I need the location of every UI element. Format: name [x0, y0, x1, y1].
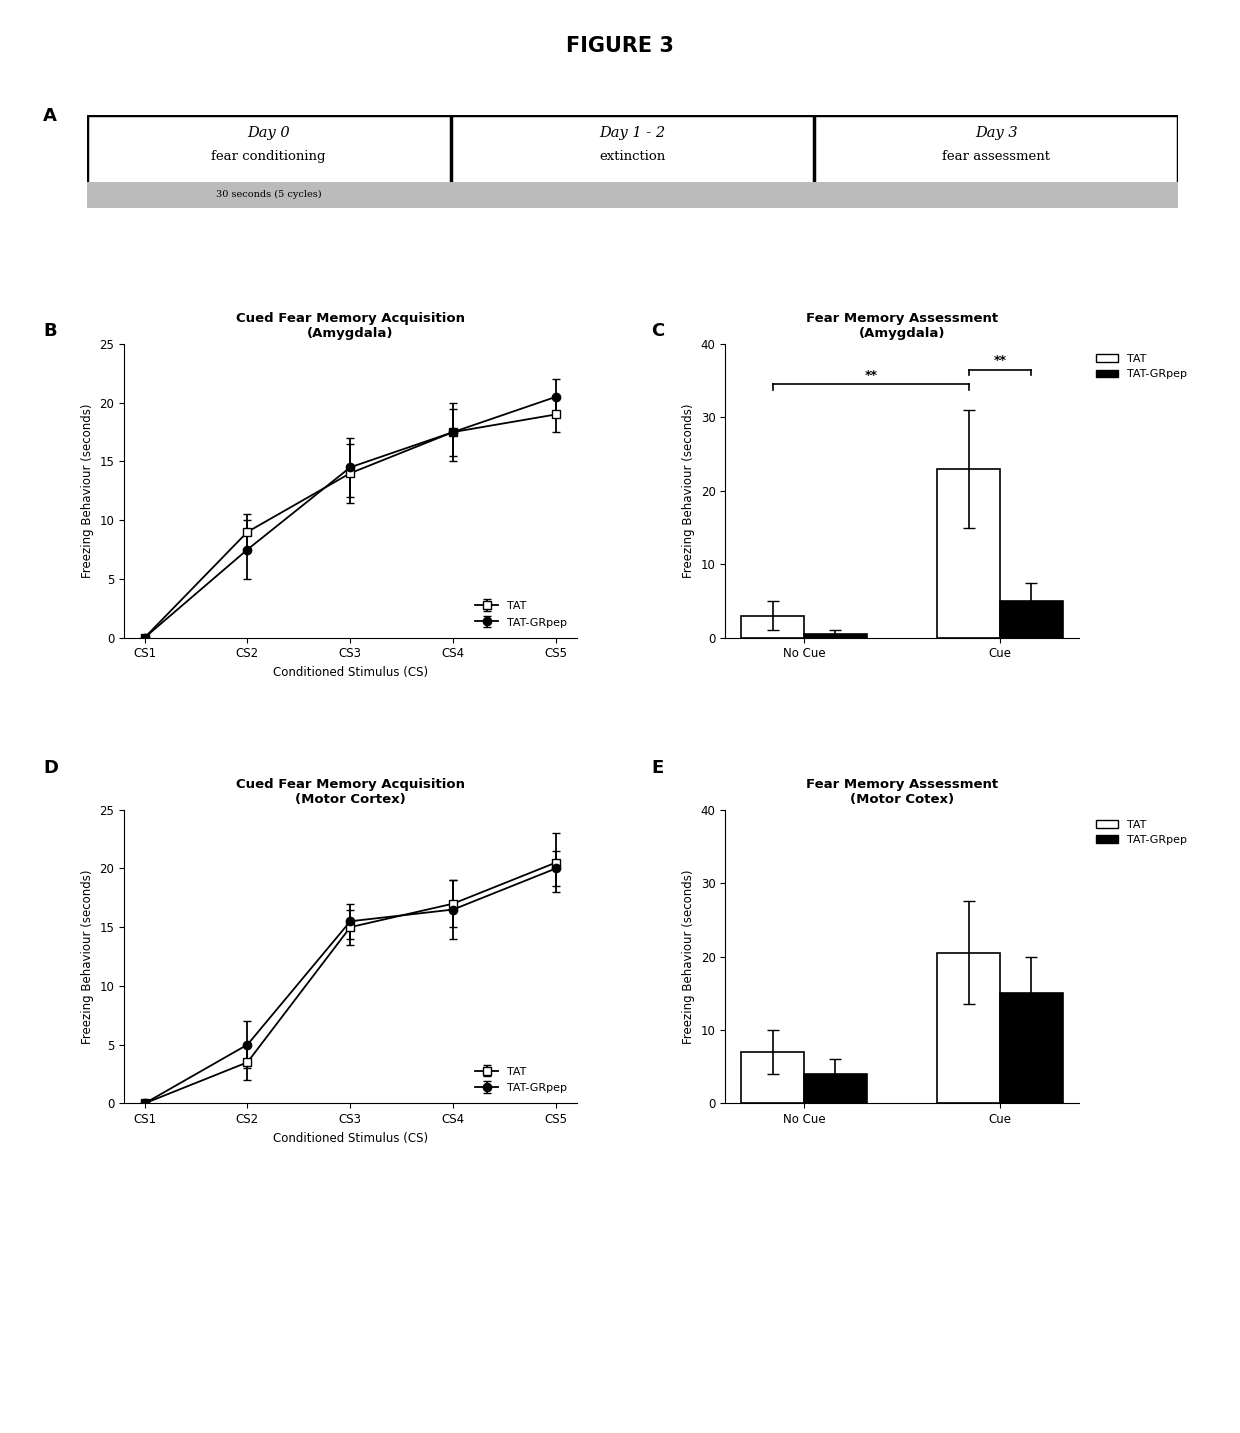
Title: Fear Memory Assessment
(Amygdala): Fear Memory Assessment (Amygdala) [806, 312, 998, 340]
Title: Cued Fear Memory Acquisition
(Amygdala): Cued Fear Memory Acquisition (Amygdala) [236, 312, 465, 340]
Text: Day 1 - 2: Day 1 - 2 [599, 126, 666, 140]
Text: **: ** [864, 370, 877, 383]
Text: B: B [43, 322, 57, 341]
Y-axis label: Freezing Behaviour (seconds): Freezing Behaviour (seconds) [81, 404, 94, 577]
Text: FIGURE 3: FIGURE 3 [567, 36, 673, 56]
Bar [937, 469, 999, 638]
Text: Day 3: Day 3 [975, 126, 1018, 140]
Text: 30 seconds (5 cycles): 30 seconds (5 cycles) [216, 191, 321, 199]
Y-axis label: Freezing Behaviour (seconds): Freezing Behaviour (seconds) [81, 870, 94, 1043]
Text: fear conditioning: fear conditioning [211, 150, 326, 163]
Y-axis label: Freezing Behaviour (seconds): Freezing Behaviour (seconds) [682, 404, 696, 577]
Title: Cued Fear Memory Acquisition
(Motor Cortex): Cued Fear Memory Acquisition (Motor Cort… [236, 778, 465, 805]
Bar [937, 953, 999, 1103]
Y-axis label: Freezing Behaviour (seconds): Freezing Behaviour (seconds) [682, 870, 696, 1043]
Bar [999, 600, 1063, 638]
Text: Day 0: Day 0 [247, 126, 290, 140]
Text: fear assessment: fear assessment [942, 150, 1050, 163]
Legend: TAT, TAT-GRpep: TAT, TAT-GRpep [471, 596, 572, 632]
Text: E: E [651, 759, 663, 778]
Text: **: ** [993, 354, 1007, 367]
Text: extinction: extinction [599, 150, 666, 163]
Bar [87, 182, 1178, 208]
Legend: TAT, TAT-GRpep: TAT, TAT-GRpep [471, 1062, 572, 1098]
Bar [742, 1052, 805, 1103]
Title: Fear Memory Assessment
(Motor Cotex): Fear Memory Assessment (Motor Cotex) [806, 778, 998, 805]
X-axis label: Conditioned Stimulus (CS): Conditioned Stimulus (CS) [273, 1132, 428, 1145]
Legend: TAT, TAT-GRpep: TAT, TAT-GRpep [1091, 350, 1192, 384]
Text: D: D [43, 759, 58, 778]
Bar [805, 1075, 867, 1103]
Bar [805, 633, 867, 638]
Legend: TAT, TAT-GRpep: TAT, TAT-GRpep [1091, 815, 1192, 850]
Bar [742, 616, 805, 638]
Text: A: A [43, 107, 57, 126]
X-axis label: Conditioned Stimulus (CS): Conditioned Stimulus (CS) [273, 666, 428, 679]
Bar [999, 993, 1063, 1103]
Text: C: C [651, 322, 665, 341]
